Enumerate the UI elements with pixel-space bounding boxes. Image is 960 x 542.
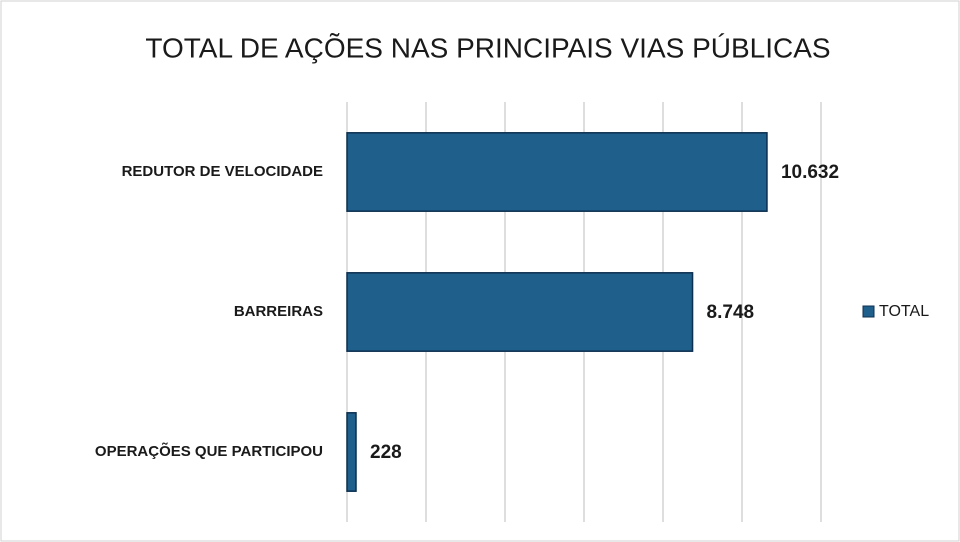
bar	[346, 132, 768, 212]
y-tick-label: BARREIRAS	[234, 303, 323, 320]
bar	[346, 272, 694, 352]
bar	[346, 412, 357, 492]
data-label: 8.748	[707, 302, 755, 323]
y-tick-label: OPERAÇÕES QUE PARTICIPOU	[95, 442, 323, 460]
legend-label: TOTAL	[879, 303, 929, 320]
y-tick-label: REDUTOR DE VELOCIDADE	[122, 163, 323, 180]
chart-title: TOTAL DE AÇÕES NAS PRINCIPAIS VIAS PÚBLI…	[145, 32, 830, 63]
legend-swatch	[862, 305, 875, 318]
data-label: 10.632	[781, 162, 839, 183]
data-label: 228	[370, 442, 402, 463]
